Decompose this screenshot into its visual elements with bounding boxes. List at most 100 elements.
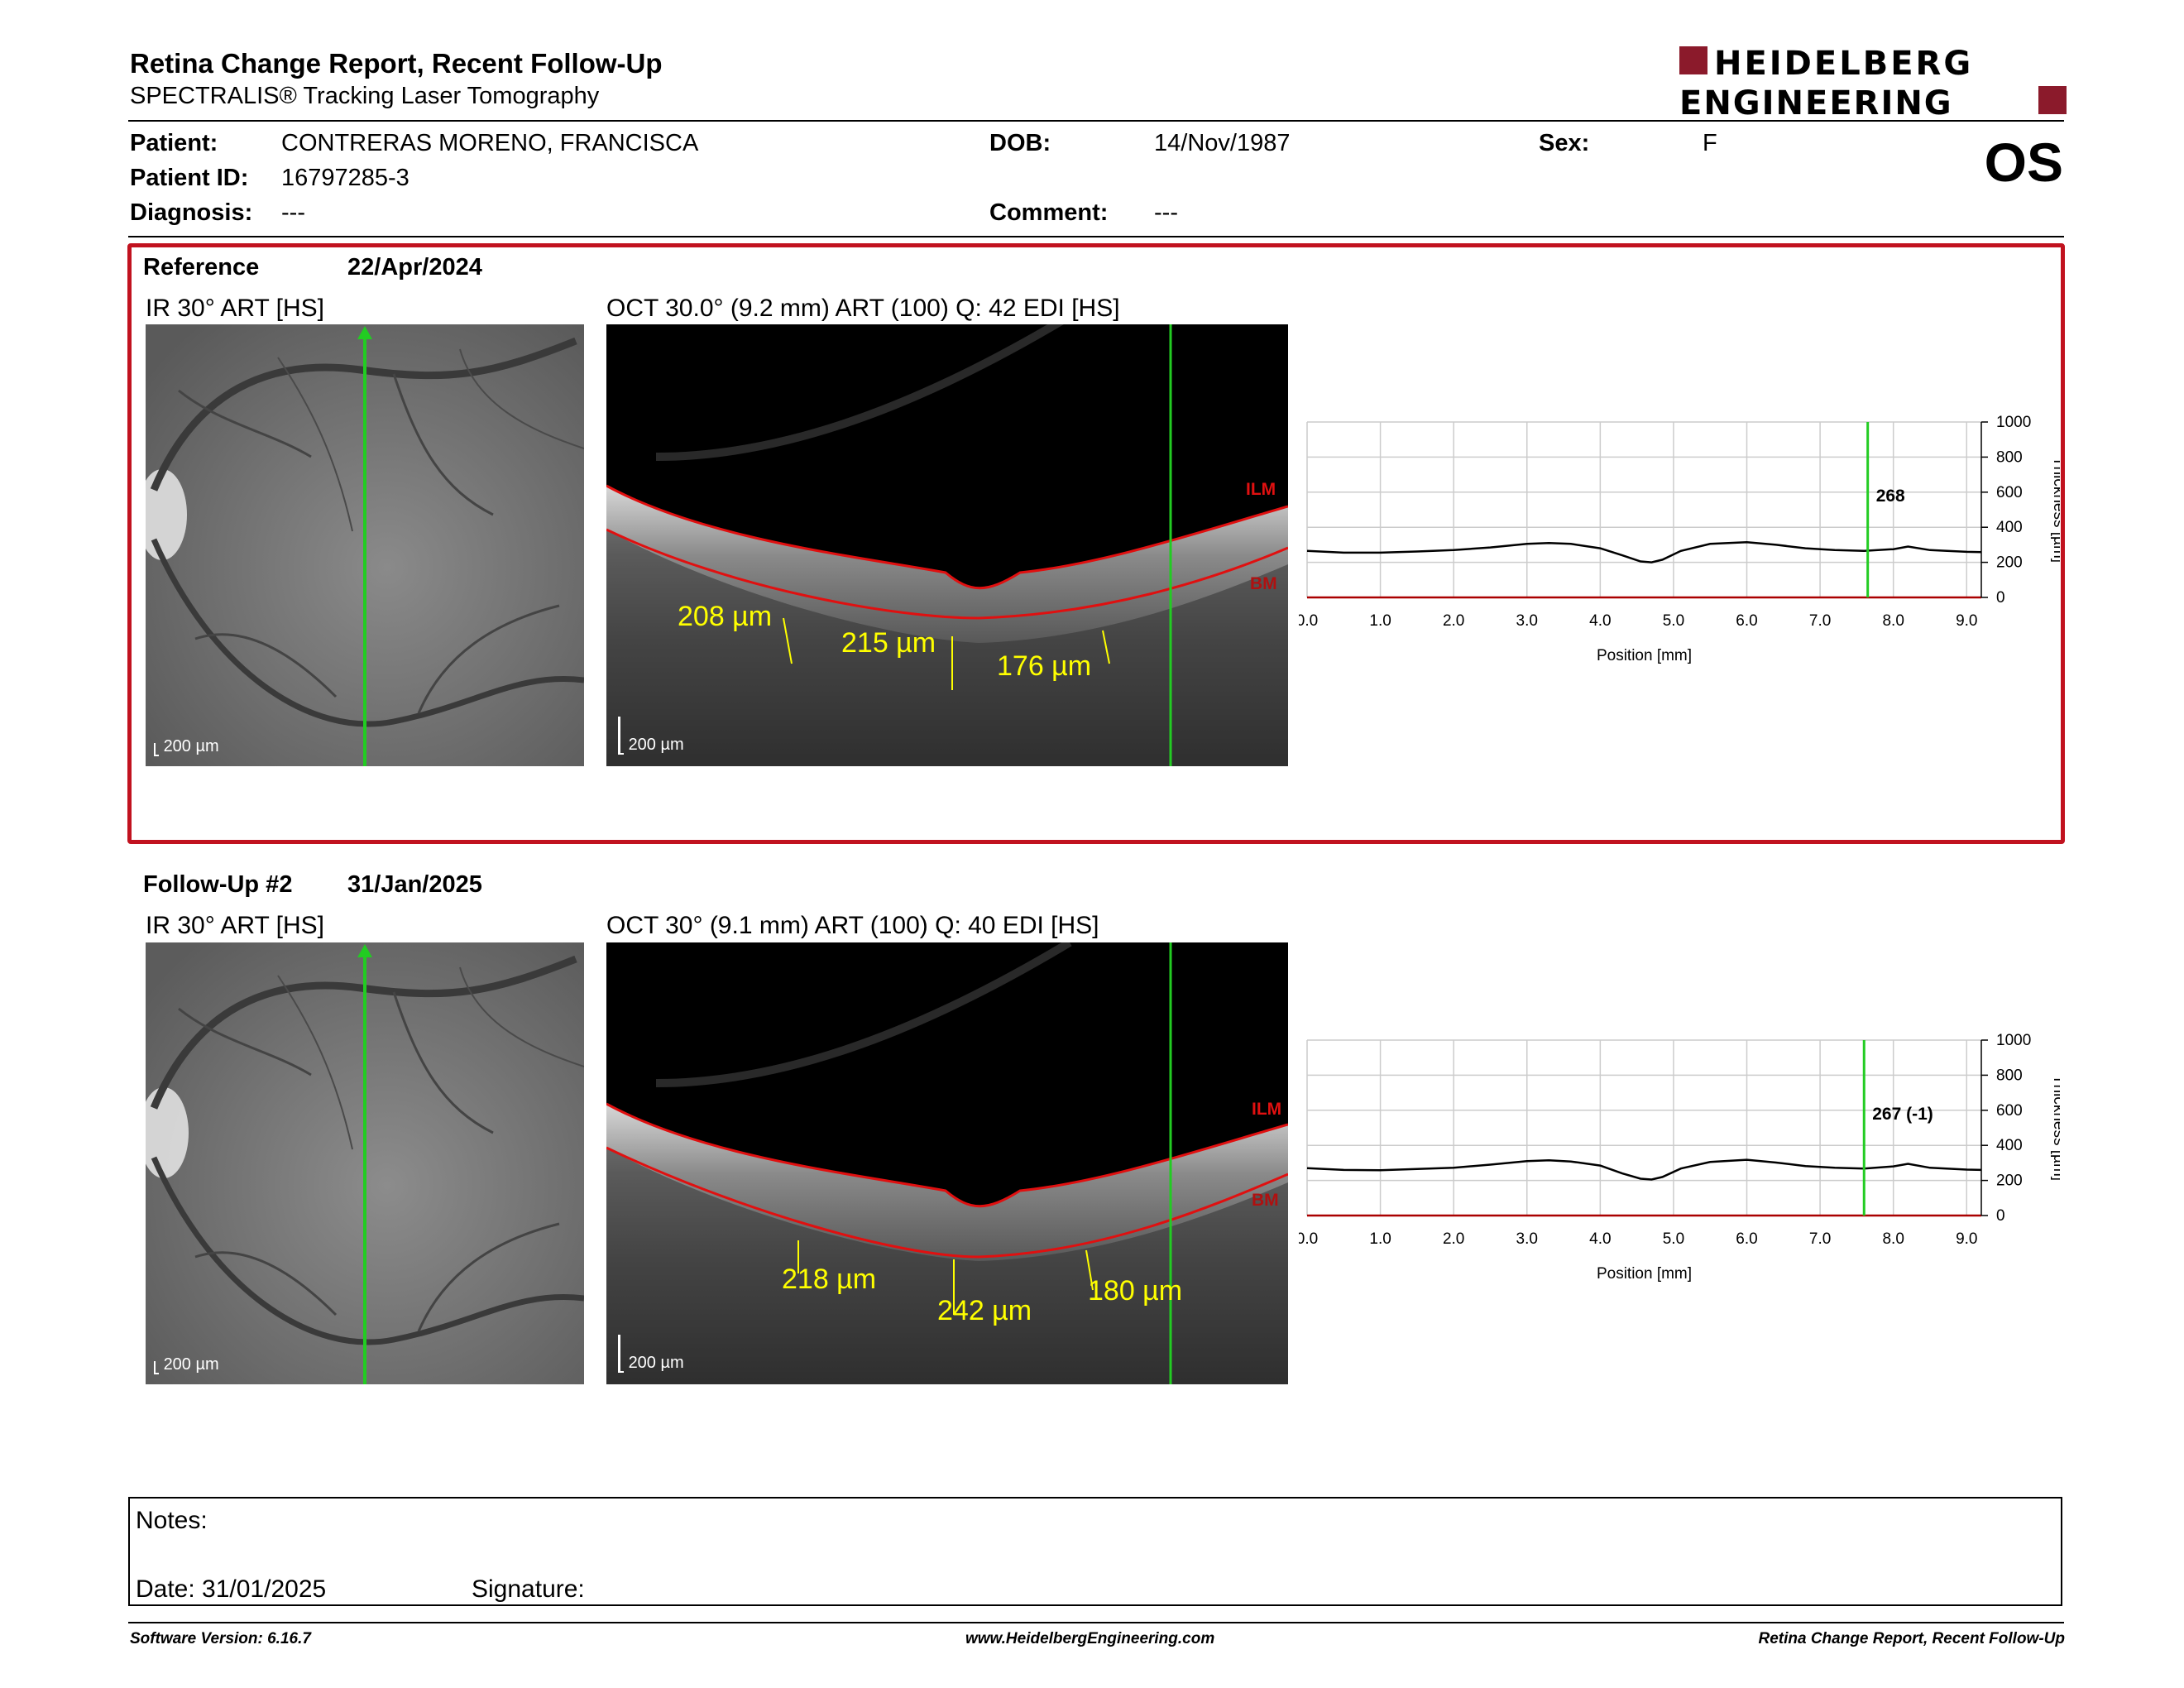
measurement-label: 180 µm (1088, 1275, 1183, 1307)
signature-label: Signature: (472, 1575, 585, 1603)
x-tick-label: 1.0 (1369, 1230, 1391, 1248)
x-tick-label: 9.0 (1956, 1230, 1977, 1248)
x-tick-label: 0.0 (1299, 1230, 1318, 1248)
divider (128, 120, 2064, 122)
reference-thickness-chart: 0.0 1.0 2.0 3.0 4.0 5.0 6.0 7.0 8.0 9.0 0 200 400 600… (1299, 414, 2060, 664)
diagnosis-value: --- (281, 199, 305, 226)
comment-value: --- (1154, 199, 1178, 226)
oct-scale-bar: 200 µm (618, 1335, 684, 1373)
x-axis-label: Position [mm] (1597, 1265, 1692, 1283)
divider (128, 236, 2064, 237)
x-tick-label: 3.0 (1516, 612, 1538, 630)
x-tick-label: 6.0 (1736, 612, 1757, 630)
patient-label: Patient: (130, 130, 218, 156)
reference-date: 22/Apr/2024 (347, 254, 482, 281)
patient-id: 16797285-3 (281, 165, 410, 191)
logo-text-2: ENGINEERING (1679, 84, 1953, 119)
reference-label: Reference (143, 254, 260, 281)
website-link[interactable]: www.HeidelbergEngineering.com (965, 1630, 1215, 1647)
cursor-value-label: 267 (-1) (1872, 1105, 1933, 1124)
cursor-value-label: 268 (1876, 487, 1905, 506)
diagnosis-label: Diagnosis: (130, 199, 253, 226)
y-axis-label: Thickness [µm] (2050, 457, 2060, 563)
y-tick-label: 200 (1996, 554, 2023, 572)
reference-oct-title: OCT 30.0° (9.2 mm) ART (100) Q: 42 EDI [… (606, 295, 1120, 322)
reference-oct-image: ILM BM 208 µm 215 µm 176 µm 200 µm (606, 324, 1288, 766)
report-subtitle: SPECTRALIS® Tracking Laser Tomography (130, 83, 600, 109)
notes-box[interactable] (128, 1497, 2062, 1606)
y-tick-label: 800 (1996, 448, 2023, 466)
arrow-up-icon (357, 944, 372, 957)
y-tick-label: 400 (1996, 519, 2023, 536)
patient-name: CONTRERAS MORENO, FRANCISCA (281, 130, 699, 156)
x-tick-label: 6.0 (1736, 1230, 1757, 1248)
ir-scale-bar: 200 µm (154, 1355, 219, 1374)
footer-divider (128, 1622, 2064, 1623)
y-tick-label: 0 (1996, 1207, 2005, 1225)
y-tick-label: 600 (1996, 484, 2023, 501)
heidelberg-logo: HEIDELBERG ENGINEERING (1679, 45, 2067, 119)
logo-text-1: HEIDELBERG (1714, 45, 1973, 83)
reference-ir-title: IR 30° ART [HS] (146, 295, 324, 322)
x-tick-label: 2.0 (1443, 1230, 1464, 1248)
x-tick-label: 9.0 (1956, 612, 1977, 630)
measurement-label: 242 µm (937, 1295, 1032, 1326)
eye-indicator: OS (1984, 132, 2063, 193)
y-tick-label: 0 (1996, 589, 2005, 607)
date-label: Date: 31/01/2025 (136, 1575, 327, 1603)
comment-label: Comment: (989, 199, 1109, 226)
x-tick-label: 1.0 (1369, 612, 1391, 630)
measurement-label: 215 µm (841, 627, 936, 659)
software-version: Software Version: 6.16.7 (130, 1630, 311, 1647)
report-title: Retina Change Report, Recent Follow-Up (130, 48, 663, 79)
ir-scale-bar: 200 µm (154, 737, 219, 756)
y-tick-label: 1000 (1996, 414, 2031, 431)
x-tick-label: 0.0 (1299, 612, 1318, 630)
followup-ir-title: IR 30° ART [HS] (146, 912, 324, 939)
notes-label: Notes: (136, 1507, 208, 1534)
bm-label: BM (1250, 574, 1277, 593)
ilm-label: ILM (1252, 1100, 1282, 1119)
y-tick-label: 1000 (1996, 1032, 2031, 1049)
x-tick-label: 8.0 (1882, 612, 1904, 630)
x-tick-label: 4.0 (1589, 612, 1611, 630)
dob-label: DOB: (989, 130, 1051, 156)
reference-ir-image: 200 µm (146, 324, 584, 766)
y-tick-label: 200 (1996, 1172, 2023, 1190)
logo-block-bottom (2038, 86, 2067, 114)
sex-value: F (1703, 130, 1717, 156)
x-tick-label: 5.0 (1663, 1230, 1684, 1248)
ilm-line (606, 1102, 1288, 1208)
y-tick-label: 800 (1996, 1067, 2023, 1084)
x-axis-label: Position [mm] (1597, 647, 1692, 664)
bm-line (606, 528, 1288, 620)
thickness-series-line (1306, 1158, 1982, 1181)
arrow-up-icon (357, 326, 372, 339)
ilm-label: ILM (1246, 480, 1276, 499)
bm-line (606, 1146, 1288, 1259)
y-tick-label: 400 (1996, 1137, 2023, 1154)
measurement-label: 208 µm (678, 601, 773, 632)
measurement-label: 218 µm (782, 1264, 877, 1295)
followup-oct-image: ILM BM 218 µm 242 µm 180 µm 200 µm (606, 942, 1288, 1384)
x-tick-label: 7.0 (1809, 1230, 1831, 1248)
bm-label: BM (1252, 1191, 1279, 1210)
x-tick-label: 2.0 (1443, 612, 1464, 630)
x-tick-label: 7.0 (1809, 612, 1831, 630)
reference-section (127, 243, 2065, 844)
followup-label: Follow-Up #2 (143, 871, 293, 898)
followup-thickness-chart: 0.0 1.0 2.0 3.0 4.0 5.0 6.0 7.0 8.0 9.0 0 200 400 600… (1299, 1032, 2060, 1283)
followup-oct-title: OCT 30° (9.1 mm) ART (100) Q: 40 EDI [HS… (606, 912, 1099, 939)
footer-report-name: Retina Change Report, Recent Follow-Up (1758, 1630, 2065, 1647)
sex-label: Sex: (1539, 130, 1590, 156)
x-tick-label: 5.0 (1663, 612, 1684, 630)
followup-ir-image: 200 µm (146, 942, 584, 1384)
oct-scale-bar: 200 µm (618, 717, 684, 755)
x-tick-label: 8.0 (1882, 1230, 1904, 1248)
followup-date: 31/Jan/2025 (347, 871, 482, 898)
x-tick-label: 4.0 (1589, 1230, 1611, 1248)
ilm-line (606, 484, 1288, 590)
measurement-label: 176 µm (997, 650, 1092, 682)
y-axis-label: Thickness [µm] (2050, 1075, 2060, 1181)
dob-value: 14/Nov/1987 (1154, 130, 1291, 156)
